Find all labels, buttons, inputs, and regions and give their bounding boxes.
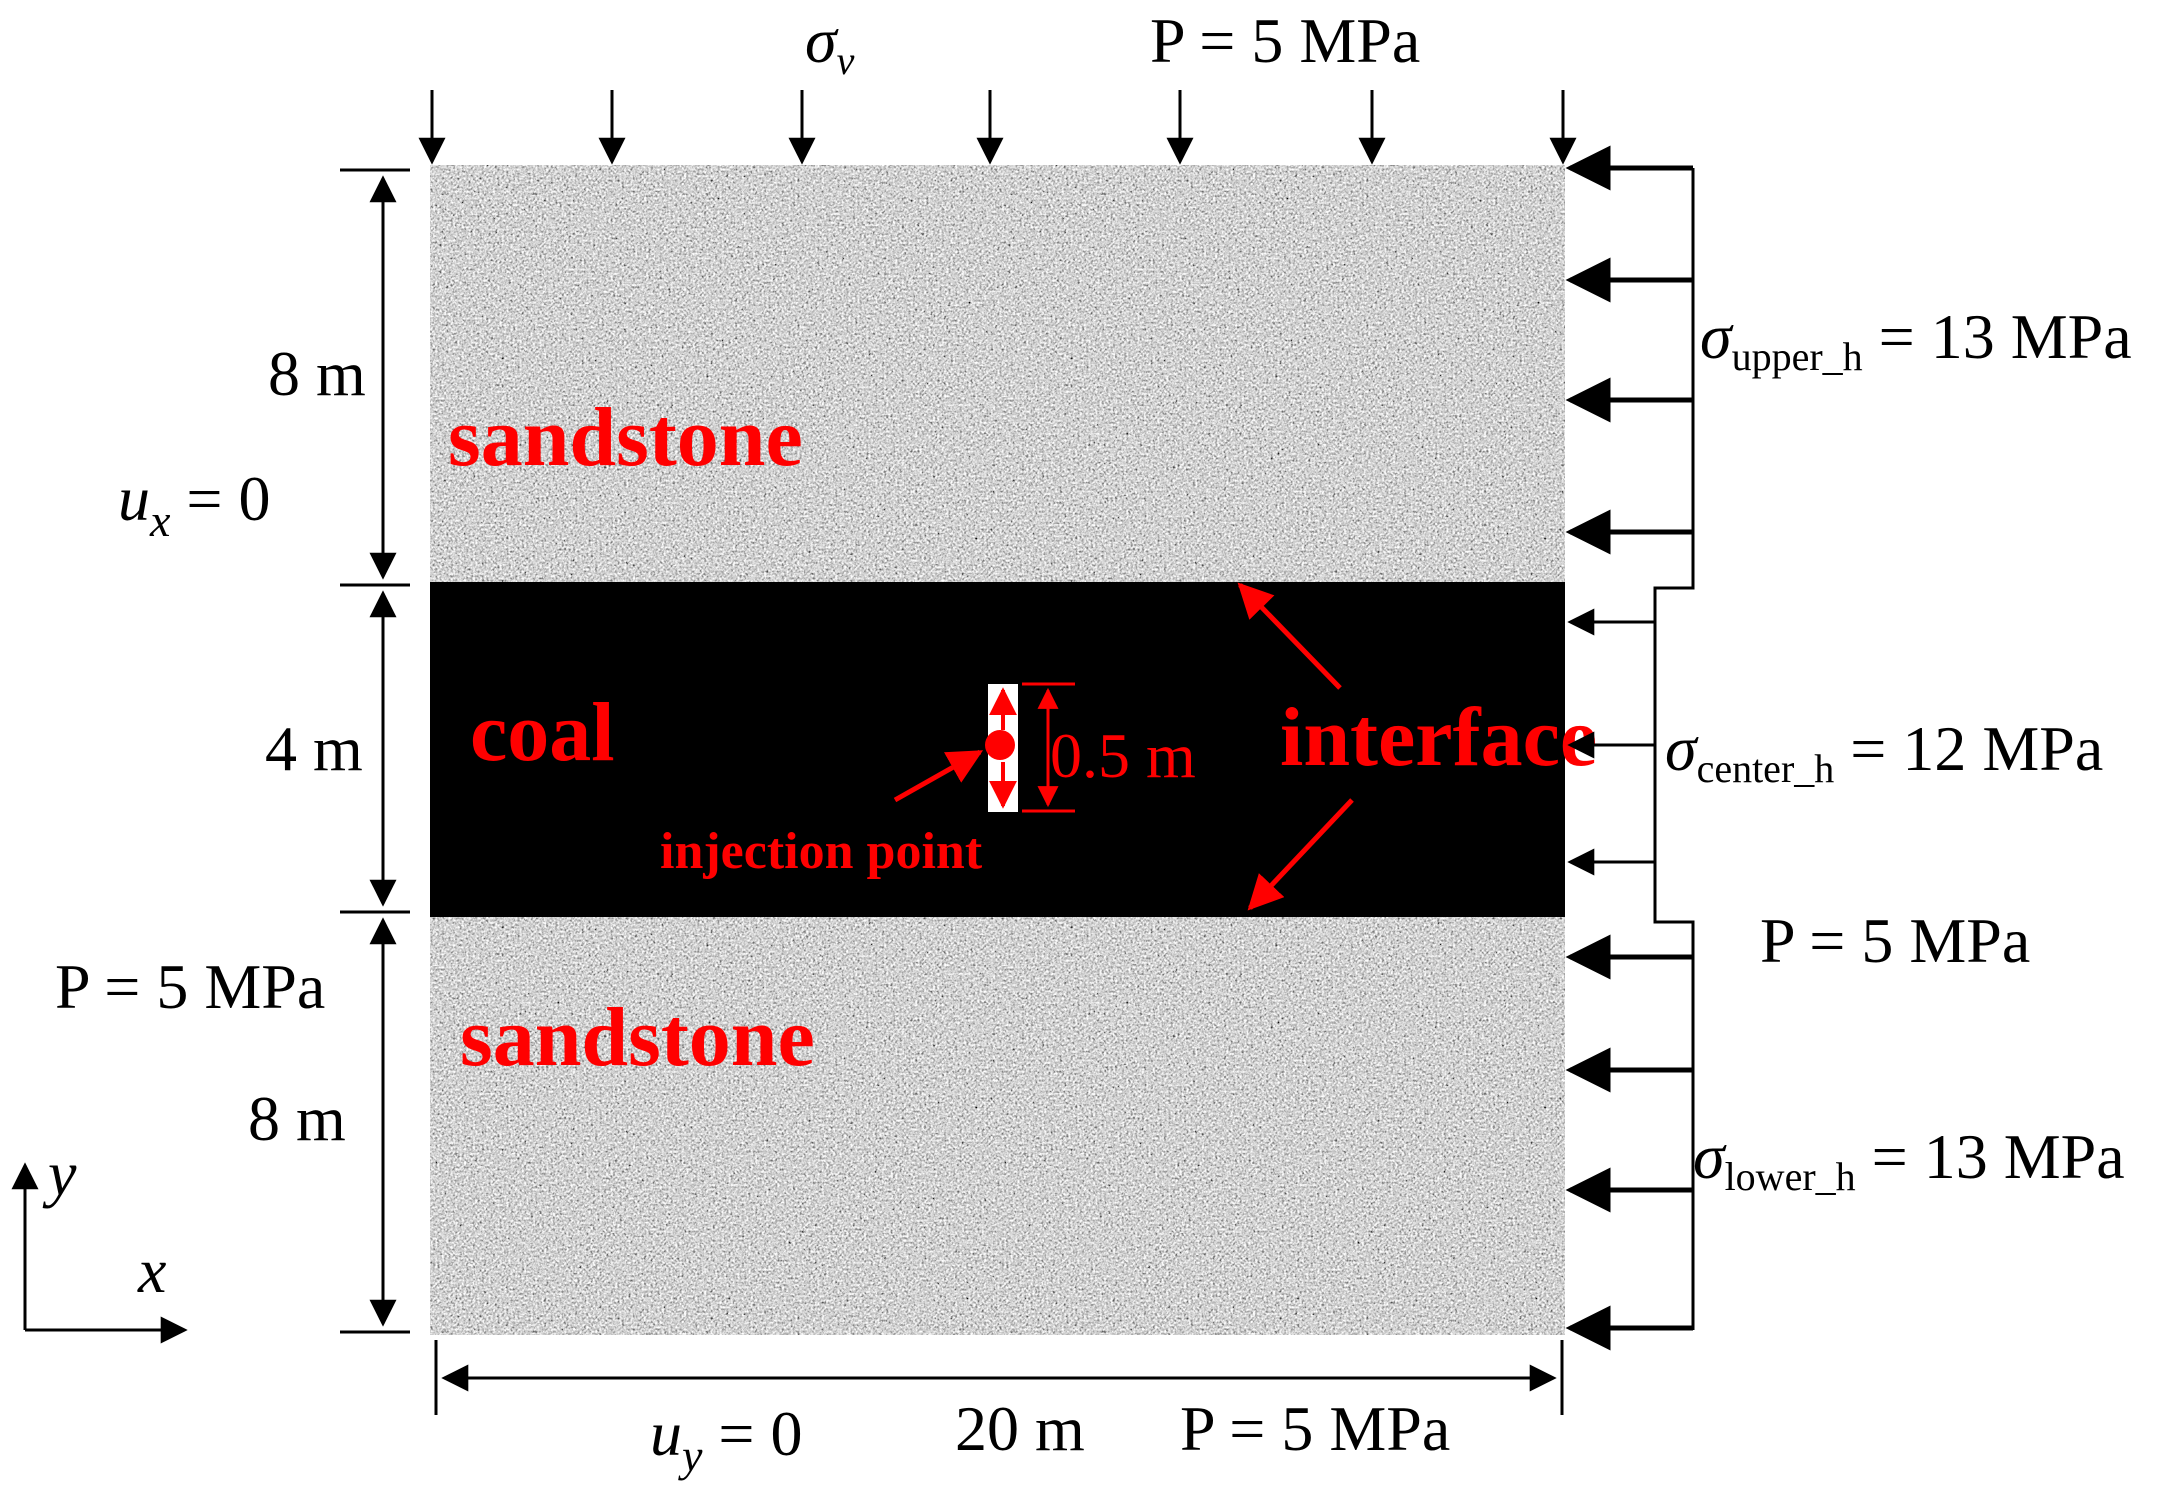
interface-label: interface	[1280, 691, 1597, 784]
lower-stress-arrows	[1565, 934, 1693, 1351]
top-pressure-label: P = 5 MPa	[1150, 5, 1420, 76]
coal-label: coal	[470, 686, 615, 779]
injection-point-label: injection point	[660, 823, 983, 880]
width-dimension	[434, 1340, 1564, 1415]
vertical-load-arrows	[418, 90, 1577, 165]
sandstone-lower-label: sandstone	[460, 991, 815, 1084]
uy-label: uy = 0	[650, 1398, 803, 1481]
height-upper-label: 8 m	[268, 338, 366, 409]
interface-arrow-lower	[1247, 798, 1354, 911]
interface-arrow-upper	[1237, 582, 1342, 690]
injection-length-label: 0.5 m	[1050, 720, 1196, 791]
sigma-v-label: σv	[805, 5, 855, 83]
left-pressure-label: P = 5 MPa	[55, 951, 325, 1022]
right-pressure-label: P = 5 MPa	[1760, 905, 2030, 976]
axis-y-label: y	[42, 1138, 77, 1209]
ux-label: ux = 0	[118, 463, 271, 546]
upper-stress-arrows	[1565, 145, 1693, 555]
sigma-center-label: σcenter_h = 12 MPa	[1665, 713, 2103, 791]
sigma-upper-label: σupper_h = 13 MPa	[1700, 301, 2132, 379]
sandstone-lower-layer	[430, 917, 1565, 1335]
horizontal-stress-profile	[1653, 168, 1695, 1330]
bottom-pressure-label: P = 5 MPa	[1180, 1393, 1450, 1464]
left-dimension	[340, 168, 410, 1334]
injection-pointer-arrow	[893, 749, 984, 803]
coordinate-axes	[11, 1162, 188, 1344]
sigma-lower-label: σlower_h = 13 MPa	[1693, 1121, 2125, 1199]
width-label: 20 m	[955, 1393, 1085, 1464]
injection-point-marker	[985, 684, 1018, 812]
injection-length-dimension	[1022, 682, 1075, 813]
axis-x-label: x	[137, 1235, 166, 1306]
sandstone-upper-label: sandstone	[448, 391, 803, 484]
height-coal-label: 4 m	[265, 713, 363, 784]
height-lower-label: 8 m	[248, 1083, 346, 1154]
center-stress-arrows	[1567, 608, 1655, 876]
sandstone-upper-layer	[430, 165, 1565, 582]
